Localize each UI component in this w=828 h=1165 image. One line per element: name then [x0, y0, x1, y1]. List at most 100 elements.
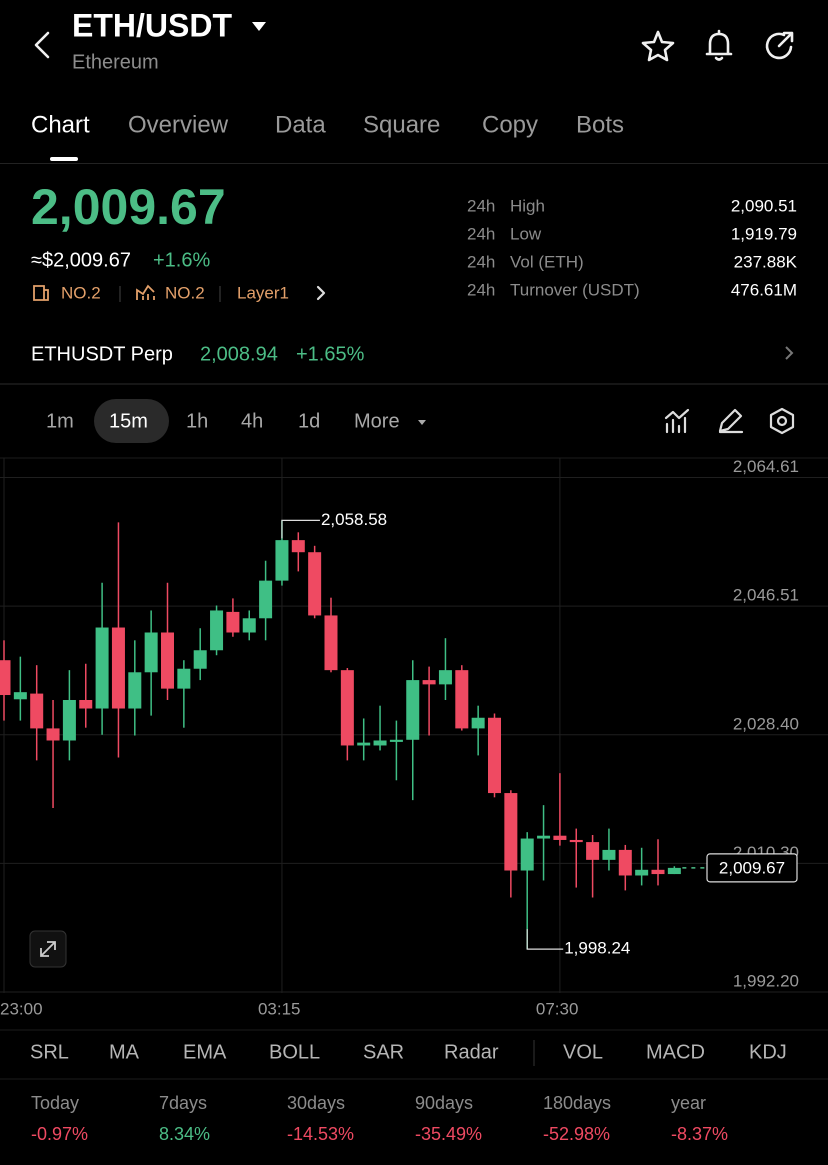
candle-body [144, 632, 158, 673]
back-button[interactable] [34, 31, 50, 59]
y-tick-label: 2,064.61 [733, 457, 799, 476]
low-marker-label: 1,998.24 [564, 939, 630, 958]
draw-button[interactable] [718, 408, 744, 434]
x-tick-label: 07:30 [536, 999, 579, 1018]
interval[interactable]: More [354, 410, 400, 432]
price-change: +1.6% [153, 249, 210, 271]
trend-rank[interactable]: NO.2 [165, 283, 205, 302]
interval[interactable]: 1m [46, 410, 74, 432]
symbol[interactable]: ETH/USDT [72, 7, 232, 43]
stat-period: 24h [467, 196, 495, 215]
candle-body [111, 627, 125, 709]
tab[interactable]: Copy [482, 111, 538, 138]
y-tick-label: 2,046.51 [733, 586, 799, 605]
market-rank[interactable]: NO.2 [61, 283, 101, 302]
period-label: 180days [543, 1093, 611, 1113]
candle-body [455, 670, 469, 729]
tab[interactable]: Data [275, 111, 326, 138]
candle-body [635, 869, 649, 876]
indicator[interactable]: VOL [563, 1041, 603, 1063]
perp-change: +1.65% [296, 343, 365, 365]
candle-body [586, 842, 600, 860]
tab[interactable]: Chart [31, 111, 90, 138]
indicator[interactable]: SRL [30, 1041, 69, 1063]
stat-value: 476.61M [731, 280, 797, 299]
share-button[interactable] [765, 31, 794, 60]
period-change: -8.37% [671, 1124, 728, 1144]
settings-button[interactable] [769, 407, 795, 435]
indicator[interactable]: MACD [646, 1041, 705, 1063]
more-dropdown[interactable] [418, 420, 426, 425]
candle-body [13, 692, 27, 700]
period-label: Today [31, 1093, 79, 1113]
last-price-box [706, 853, 798, 883]
sector-tag[interactable]: Layer1 [237, 283, 289, 302]
candle-body [537, 835, 551, 839]
asset-name: Ethereum [72, 51, 159, 73]
interval[interactable]: 1d [298, 410, 320, 432]
perp-chevron[interactable] [785, 346, 794, 360]
stat-period: 24h [467, 224, 495, 243]
stat-value: 1,919.79 [731, 224, 797, 243]
candle-body [95, 627, 109, 709]
indicator[interactable]: KDJ [749, 1041, 787, 1063]
candle-body [602, 849, 616, 860]
candle-body [0, 660, 11, 696]
candle-body [62, 699, 76, 741]
period-change: -0.97% [31, 1124, 88, 1144]
candle-body [46, 728, 60, 741]
favorite-button[interactable] [641, 30, 675, 62]
interval[interactable]: 4h [241, 410, 263, 432]
tab[interactable]: Square [363, 111, 440, 138]
tab-indicator [50, 157, 78, 161]
perp-name[interactable]: ETHUSDT Perp [31, 343, 173, 365]
interval[interactable]: 15m [109, 410, 148, 432]
interval[interactable]: 1h [186, 410, 208, 432]
tab[interactable]: Bots [576, 111, 624, 138]
x-tick-label: 23:00 [0, 999, 43, 1018]
candle-body [389, 739, 403, 742]
high-marker [281, 519, 320, 539]
tag-chevron[interactable] [316, 285, 326, 301]
candle-body [520, 838, 534, 871]
candle-body [128, 672, 142, 709]
indicator[interactable]: SAR [363, 1041, 404, 1063]
interval-selected [94, 399, 169, 443]
candle-body [357, 742, 371, 746]
period-change: -35.49% [415, 1124, 482, 1144]
alert-button[interactable] [705, 29, 733, 61]
stat-label: Turnover (USDT) [510, 280, 640, 299]
indicator[interactable]: MA [109, 1041, 140, 1063]
low-marker [526, 929, 564, 950]
candle-body [226, 611, 240, 633]
indicator[interactable]: Radar [444, 1041, 499, 1063]
candle-body [79, 699, 93, 709]
last-price-label: 2,009.67 [719, 858, 785, 877]
stat-value: 237.88K [734, 252, 798, 271]
candle-body [406, 680, 420, 740]
candle-body [30, 693, 44, 729]
candle-body [667, 867, 681, 875]
candle-body [193, 650, 207, 669]
last-price: 2,009.67 [31, 179, 226, 235]
x-tick-label: 03:15 [258, 999, 301, 1018]
candle-body [488, 717, 501, 794]
y-tick-label: 1,992.20 [733, 971, 799, 990]
period-label: year [671, 1093, 706, 1113]
high-marker-label: 2,058.58 [321, 510, 387, 529]
y-tick-label: 2,028.40 [733, 714, 799, 733]
period-change: -52.98% [543, 1124, 610, 1144]
fullscreen-icon [40, 941, 56, 957]
candle-body [471, 717, 485, 729]
candle-body [308, 552, 322, 616]
candle-body [340, 670, 354, 746]
indicator[interactable]: EMA [183, 1041, 227, 1063]
indicator-button[interactable] [664, 408, 690, 434]
tab[interactable]: Overview [128, 111, 229, 138]
symbol-dropdown[interactable] [252, 22, 266, 31]
indicator[interactable]: BOLL [269, 1041, 320, 1063]
candle-body [618, 849, 632, 876]
